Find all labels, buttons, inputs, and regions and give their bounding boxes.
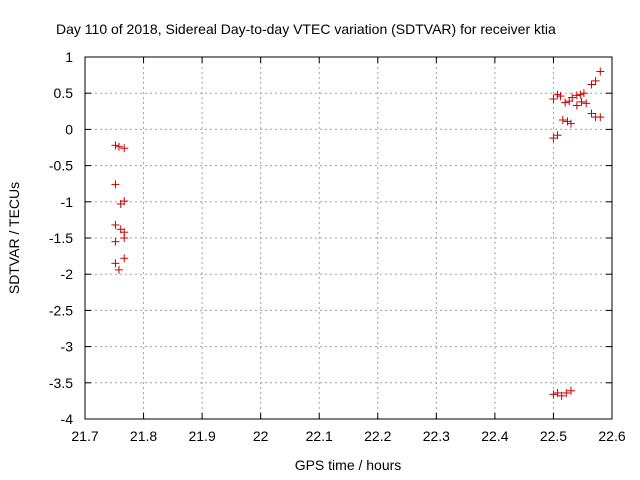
y-tick-label: -2.5 — [49, 302, 73, 318]
data-point — [567, 119, 576, 128]
data-point — [572, 91, 581, 100]
data-point — [111, 237, 120, 246]
data-point — [111, 180, 120, 189]
x-tick-label: 22.4 — [481, 428, 508, 444]
y-tick-labels: 1 0.5 0 -0.5 -1 -1.5 -2 -2.5 -3 -3.5 -4 — [49, 49, 73, 427]
data-point — [587, 109, 596, 118]
data-point — [596, 113, 605, 122]
y-tick-label: -3 — [61, 339, 74, 355]
data-point — [111, 141, 120, 150]
data-point — [567, 386, 576, 395]
data-point — [561, 98, 570, 107]
data-point — [549, 94, 558, 103]
data-point — [587, 80, 596, 89]
data-point — [111, 220, 120, 229]
y-tick-label: -0.5 — [49, 158, 73, 174]
data-point — [114, 265, 123, 274]
x-tick-labels: 21.7 21.8 21.9 22 22.1 22.2 22.3 22.4 22.5 22.6 — [71, 428, 625, 444]
y-tick-label: -4 — [61, 411, 74, 427]
plot-frame — [84, 56, 613, 420]
x-tick-label: 21.8 — [130, 428, 157, 444]
data-point — [549, 390, 558, 399]
chart-title: Day 110 of 2018, Sidereal Day-to-day VTE… — [56, 21, 556, 37]
data-point — [563, 117, 572, 126]
data-point — [120, 254, 129, 263]
data-point — [572, 101, 581, 110]
y-tick-label: 0.5 — [54, 85, 74, 101]
data-point — [120, 234, 129, 242]
x-tick-label: 22.1 — [306, 428, 333, 444]
y-axis-label: SDTVAR / TECUs — [6, 182, 22, 294]
x-tick-label: 22.5 — [540, 428, 567, 444]
y-tick-label: -1 — [61, 194, 74, 210]
x-axis-label: GPS time / hours — [295, 457, 402, 473]
x-tick-label: 22 — [253, 428, 269, 444]
data-point — [576, 90, 585, 99]
data-point — [120, 197, 129, 206]
y-tick-label: -1.5 — [49, 230, 73, 246]
grid — [85, 57, 612, 419]
y-tick-label: 1 — [65, 49, 73, 65]
data-point — [596, 67, 605, 76]
data-point — [591, 76, 600, 85]
x-tick-label: 22.2 — [364, 428, 391, 444]
x-tick-label: 21.7 — [71, 428, 98, 444]
data-point — [577, 97, 586, 106]
axis-ticks — [84, 56, 613, 420]
data-point — [556, 92, 565, 101]
data-points — [111, 67, 605, 400]
x-tick-label: 22.6 — [598, 428, 625, 444]
data-point — [553, 131, 562, 140]
x-tick-label: 21.9 — [188, 428, 215, 444]
data-point — [582, 99, 591, 108]
data-point — [557, 391, 566, 400]
x-tick-label: 22.3 — [423, 428, 450, 444]
y-tick-label: -3.5 — [49, 375, 73, 391]
y-tick-label: 0 — [65, 121, 73, 137]
data-point — [568, 93, 577, 102]
data-point — [549, 134, 558, 143]
data-point — [114, 142, 123, 151]
data-point — [562, 388, 571, 397]
data-point — [120, 144, 129, 153]
data-point — [579, 89, 588, 98]
y-tick-label: -2 — [61, 266, 74, 282]
data-point — [553, 388, 562, 397]
data-point — [111, 259, 120, 268]
data-point — [558, 115, 567, 124]
